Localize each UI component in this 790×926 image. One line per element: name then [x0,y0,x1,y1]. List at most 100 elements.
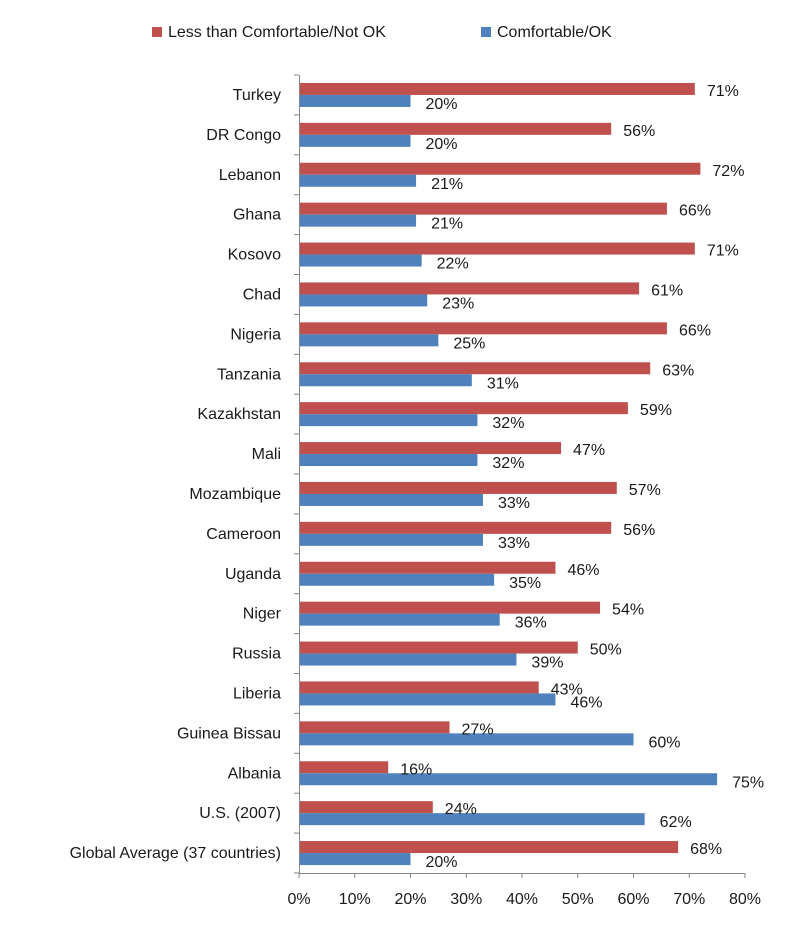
category-label-nigeria: Nigeria [230,326,281,343]
value-label-less-than-comfortable-not-ok-chad: 61% [651,282,683,299]
value-label-comfortable-ok-tanzania: 31% [487,375,519,392]
bar-comfortable-ok-chad [300,294,428,307]
category-label-niger: Niger [243,606,282,623]
value-label-comfortable-ok-kosovo: 22% [437,256,469,273]
category-label-kazakhstan: Kazakhstan [197,406,281,423]
x-tick-label: 40% [506,891,538,908]
bar-less-than-comfortable-not-ok-albania [300,761,389,774]
value-label-comfortable-ok-u-s-2007: 62% [660,814,692,831]
value-label-less-than-comfortable-not-ok-cameroon: 56% [623,522,655,539]
value-label-comfortable-ok-dr-congo: 20% [426,136,458,153]
bar-less-than-comfortable-not-ok-global-average-37-countries [300,841,679,854]
bar-less-than-comfortable-not-ok-u-s-2007 [300,801,433,814]
bar-less-than-comfortable-not-ok-turkey [300,82,695,95]
bar-labels: 71% 20% 56% 20% 72% 21% 66% 21% 71% 22% 61% 23% 66% 2… [400,83,764,871]
value-label-comfortable-ok-chad: 23% [442,295,474,312]
value-label-less-than-comfortable-not-ok-ghana: 66% [679,203,711,220]
category-label-dr-congo: DR Congo [206,127,281,144]
category-label-turkey: Turkey [233,87,281,104]
bar-less-than-comfortable-not-ok-dr-congo [300,122,612,135]
value-label-less-than-comfortable-not-ok-dr-congo: 56% [623,123,655,140]
bar-comfortable-ok-albania [300,773,718,786]
bar-comfortable-ok-u-s-2007 [300,813,645,826]
value-label-comfortable-ok-russia: 39% [531,655,563,672]
value-label-comfortable-ok-lebanon: 21% [431,176,463,193]
value-label-less-than-comfortable-not-ok-u-s-2007: 24% [445,801,477,818]
category-label-global-average-37-countries: Global Average (37 countries) [70,845,281,862]
bar-comfortable-ok-guinea-bissau [300,733,634,746]
bar-comfortable-ok-tanzania [300,374,472,387]
bar-comfortable-ok-kosovo [300,254,422,267]
bar-comfortable-ok-mozambique [300,493,483,506]
value-label-less-than-comfortable-not-ok-guinea-bissau: 27% [462,721,494,738]
bar-less-than-comfortable-not-ok-tanzania [300,362,651,375]
value-label-comfortable-ok-guinea-bissau: 60% [649,734,681,751]
bar-comfortable-ok-global-average-37-countries [300,853,411,866]
category-label-tanzania: Tanzania [217,366,281,383]
value-label-less-than-comfortable-not-ok-russia: 50% [590,642,622,659]
x-tick-label: 20% [394,891,426,908]
bar-less-than-comfortable-not-ok-uganda [300,561,556,574]
value-label-less-than-comfortable-not-ok-turkey: 71% [707,83,739,100]
bar-comfortable-ok-mali [300,454,478,467]
category-label-liberia: Liberia [233,685,281,702]
value-label-comfortable-ok-liberia: 46% [570,694,602,711]
bar-less-than-comfortable-not-ok-russia [300,641,578,654]
x-tick-label: 70% [673,891,705,908]
value-label-less-than-comfortable-not-ok-niger: 54% [612,602,644,619]
bar-less-than-comfortable-not-ok-ghana [300,202,667,215]
value-label-comfortable-ok-ghana: 21% [431,216,463,233]
value-label-less-than-comfortable-not-ok-mali: 47% [573,442,605,459]
x-tick-label: 30% [450,891,482,908]
category-label-kosovo: Kosovo [228,247,281,264]
bar-less-than-comfortable-not-ok-nigeria [300,322,667,335]
legend-label-comfortable-ok: Comfortable/OK [497,24,612,41]
value-label-comfortable-ok-uganda: 35% [509,575,541,592]
bar-comfortable-ok-nigeria [300,334,439,347]
value-label-less-than-comfortable-not-ok-tanzania: 63% [662,362,694,379]
value-label-comfortable-ok-cameroon: 33% [498,535,530,552]
bar-less-than-comfortable-not-ok-niger [300,601,601,614]
y-axis: Turkey DR Congo Lebanon Ghana Kosovo Chad Nige… [70,74,300,874]
bar-comfortable-ok-lebanon [300,174,417,187]
value-label-comfortable-ok-mali: 32% [492,455,524,472]
value-label-comfortable-ok-nigeria: 25% [453,335,485,352]
bar-comfortable-ok-kazakhstan [300,414,478,427]
value-label-less-than-comfortable-not-ok-mozambique: 57% [629,482,661,499]
bar-less-than-comfortable-not-ok-mozambique [300,481,617,494]
x-tick-label: 50% [562,891,594,908]
bars [300,82,718,866]
x-tick-label: 80% [729,891,761,908]
value-label-less-than-comfortable-not-ok-uganda: 46% [567,562,599,579]
bar-comfortable-ok-uganda [300,573,495,586]
value-label-comfortable-ok-niger: 36% [515,615,547,632]
value-label-less-than-comfortable-not-ok-kazakhstan: 59% [640,402,672,419]
category-label-chad: Chad [243,286,281,303]
value-label-less-than-comfortable-not-ok-lebanon: 72% [712,163,744,180]
bar-comfortable-ok-liberia [300,693,556,706]
bar-comfortable-ok-ghana [300,214,417,227]
category-label-russia: Russia [232,646,281,663]
bar-comfortable-ok-cameroon [300,533,483,546]
legend-swatch-comfortable-ok [481,27,491,37]
legend-swatch-less-than-comfortable-not-ok [152,27,162,37]
legend: Less than Comfortable/Not OK Comfortable/… [152,24,612,41]
value-label-less-than-comfortable-not-ok-kosovo: 71% [707,243,739,260]
bar-less-than-comfortable-not-ok-kazakhstan [300,402,628,415]
x-axis: 0% 10% 20% 30% 40% 50% 60% 70% 80% [287,873,761,908]
x-tick-label: 0% [287,891,310,908]
value-label-comfortable-ok-albania: 75% [732,774,764,791]
bar-less-than-comfortable-not-ok-mali [300,442,562,455]
category-label-mozambique: Mozambique [189,486,281,503]
bar-less-than-comfortable-not-ok-kosovo [300,242,695,255]
value-label-less-than-comfortable-not-ok-liberia: 43% [551,681,583,698]
bar-less-than-comfortable-not-ok-guinea-bissau [300,721,450,734]
value-label-comfortable-ok-kazakhstan: 32% [492,415,524,432]
value-label-comfortable-ok-mozambique: 33% [498,495,530,512]
category-label-cameroon: Cameroon [206,526,281,543]
category-label-ghana: Ghana [233,207,281,224]
bar-less-than-comfortable-not-ok-liberia [300,681,539,694]
category-label-albania: Albania [228,765,281,782]
x-tick-label: 60% [617,891,649,908]
